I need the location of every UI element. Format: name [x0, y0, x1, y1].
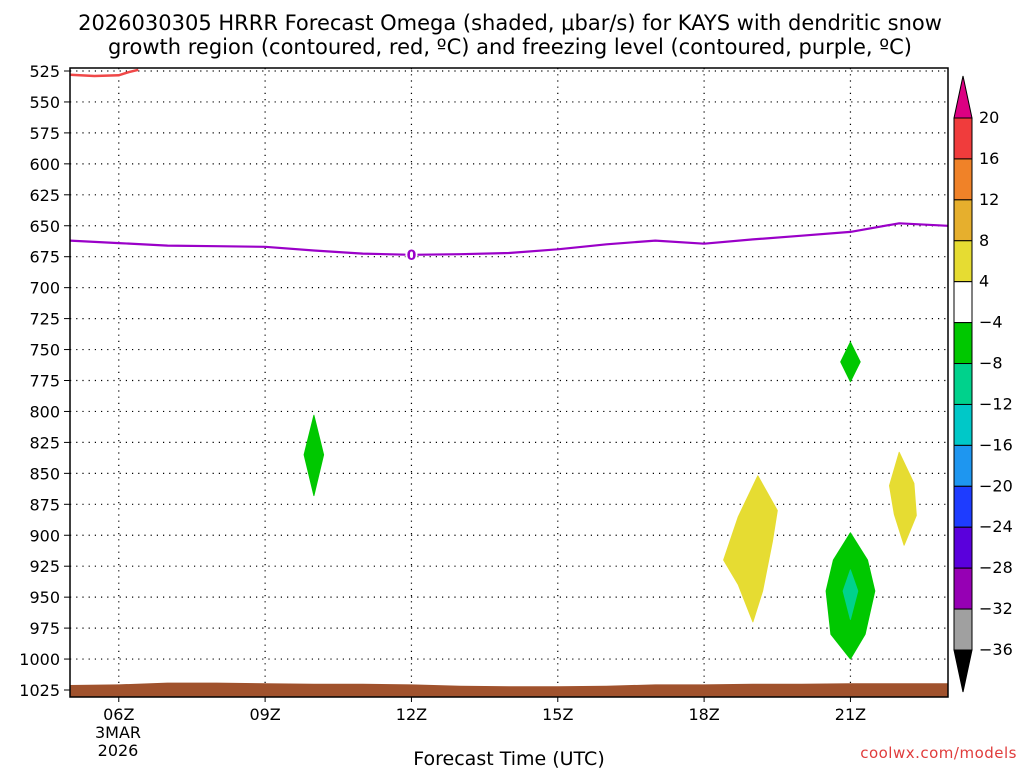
- colorbar-label-5: 4: [979, 272, 989, 291]
- y-tick-label-1025: 1025: [19, 681, 60, 700]
- y-tick-label-725: 725: [29, 310, 60, 329]
- colorbar-swatch-6: [953, 322, 973, 365]
- colorbar-label-11: −24: [979, 517, 1013, 536]
- omega-region-6: [842, 569, 859, 620]
- omega-shading: [303, 341, 917, 660]
- y-tick-label-875: 875: [29, 495, 60, 514]
- plot-area: 0: [69, 67, 949, 698]
- y-tick-label-950: 950: [29, 588, 60, 607]
- omega-region-1: [303, 414, 325, 497]
- y-tick-label-900: 900: [29, 526, 60, 545]
- omega-region-3: [723, 475, 778, 623]
- colorbar-label-12: −28: [979, 558, 1013, 577]
- colorbar-label-7: −8: [979, 354, 1003, 373]
- colorbar-label-9: −16: [979, 435, 1013, 454]
- y-axis: 525 550 575 600 625 650 675 700 725 750 775 800 825 8…: [19, 62, 70, 700]
- colorbar-label-10: −20: [979, 476, 1013, 495]
- colorbar-swatch-7: [953, 363, 973, 405]
- y-tick-label-600: 600: [29, 155, 60, 174]
- colorbar-top-arrow: [953, 75, 973, 119]
- y-tick-label-675: 675: [29, 248, 60, 267]
- x-axis-label: Forecast Time (UTC): [413, 748, 604, 768]
- chart-title-line2: growth region (contoured, red, ºC) and f…: [108, 35, 912, 59]
- y-tick-label-850: 850: [29, 464, 60, 483]
- colorbar-label-6: −4: [979, 313, 1003, 332]
- dgz-contour-line: [69, 68, 139, 78]
- y-tick-label-550: 550: [29, 93, 60, 112]
- y-tick-label-925: 925: [29, 557, 60, 576]
- colorbar-label-8: −12: [979, 394, 1013, 413]
- colorbar-label-4: 8: [979, 231, 989, 250]
- omega-region-4: [889, 451, 917, 546]
- y-tick-label-525: 525: [29, 62, 60, 81]
- x-date-label-day: 3MAR: [95, 723, 141, 742]
- freezing-level-line: [69, 222, 949, 256]
- colorbar-swatch-9: [953, 444, 973, 487]
- y-gridlines: [70, 70, 948, 660]
- omega-region-2: [840, 341, 861, 383]
- colorbar-swatch-4: [953, 240, 973, 283]
- x-axis: 06Z 09Z 12Z 15Z 18Z 21Z: [103, 697, 866, 724]
- colorbar-swatch-1: [953, 117, 973, 160]
- colorbar-swatch-2: [953, 158, 973, 201]
- colorbar-label-1: 20: [979, 108, 999, 127]
- colorbar-label-2: 16: [979, 149, 999, 168]
- colorbar-swatch-10: [953, 485, 973, 528]
- x-tick-label-15Z: 15Z: [542, 705, 573, 724]
- colorbar-bottom-arrow: [953, 649, 973, 693]
- freezing-level-label-bg: [405, 246, 418, 263]
- x-tick-label-18Z: 18Z: [688, 705, 719, 724]
- terrain-layer: [70, 682, 948, 697]
- freezing-level-label: 0: [407, 248, 417, 264]
- x-tick-label-12Z: 12Z: [396, 705, 427, 724]
- y-tick-label-775: 775: [29, 372, 60, 391]
- x-tick-label-06Z: 06Z: [103, 705, 134, 724]
- y-tick-label-975: 975: [29, 619, 60, 638]
- x-date-label-year: 2026: [98, 741, 139, 760]
- colorbar-swatch-3: [953, 199, 973, 242]
- y-tick-label-800: 800: [29, 402, 60, 421]
- plot-frame: [69, 67, 949, 698]
- colorbar: 20 16 12 8 4 −4 −8 −12 −16 −20 −24 −28 −32 −36: [953, 75, 1013, 693]
- freezing-level-contour: 0: [69, 222, 949, 264]
- dendritic-growth-contours: [69, 68, 139, 78]
- y-tick-label-625: 625: [29, 186, 60, 205]
- chart-title-line1: 2026030305 HRRR Forecast Omega (shaded, …: [78, 11, 942, 35]
- credit-label: coolwx.com/models: [860, 744, 1017, 762]
- terrain-fill: [70, 682, 948, 697]
- x-tick-label-09Z: 09Z: [249, 705, 280, 724]
- y-tick-label-825: 825: [29, 433, 60, 452]
- plot-background: [70, 68, 948, 697]
- y-tick-label-750: 750: [29, 341, 60, 360]
- colorbar-label-3: 12: [979, 190, 999, 209]
- colorbar-swatch-12: [953, 567, 973, 610]
- colorbar-swatch-5: [953, 281, 973, 324]
- x-tick-label-21Z: 21Z: [835, 705, 866, 724]
- colorbar-swatch-11: [953, 526, 973, 569]
- y-tick-label-700: 700: [29, 279, 60, 298]
- colorbar-label-14: −36: [979, 640, 1013, 659]
- colorbar-swatch-13: [953, 608, 973, 651]
- y-tick-label-650: 650: [29, 217, 60, 236]
- colorbar-label-13: −32: [979, 599, 1013, 618]
- colorbar-swatch-8: [953, 403, 973, 446]
- y-tick-label-1000: 1000: [19, 650, 60, 669]
- y-tick-label-575: 575: [29, 124, 60, 143]
